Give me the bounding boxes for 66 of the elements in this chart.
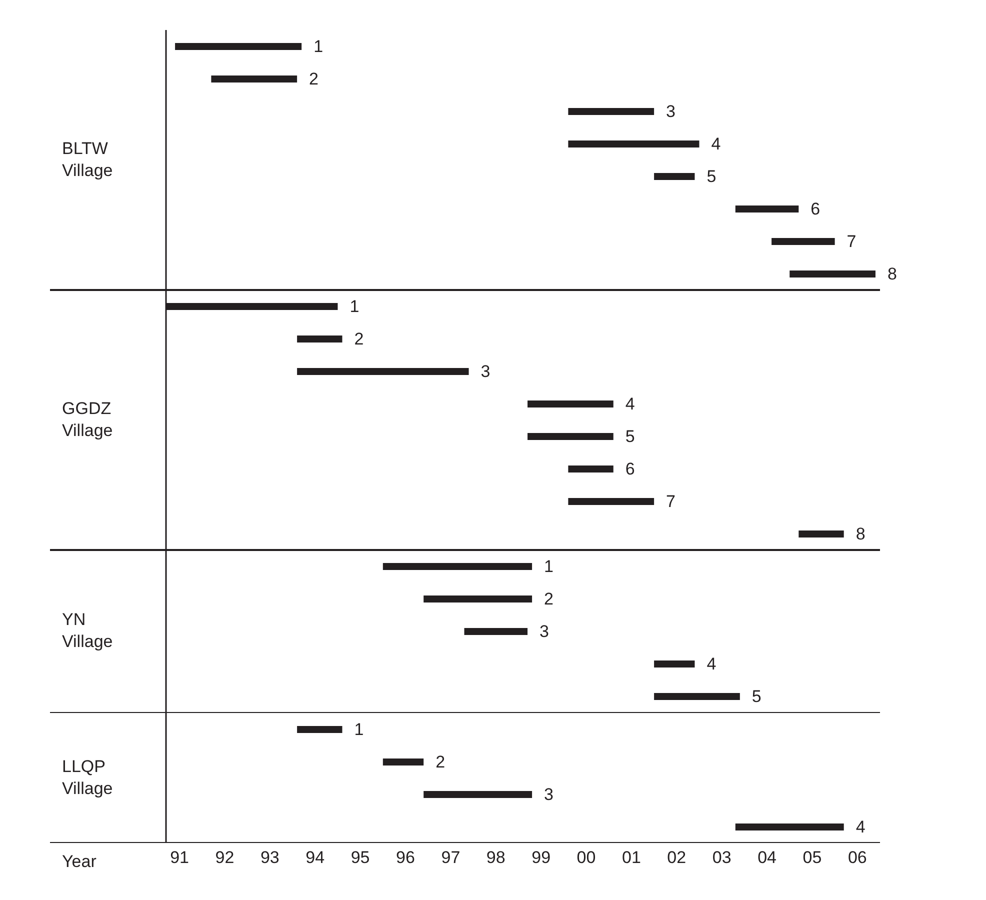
bar: [382, 758, 424, 765]
x-tick-label: 04: [758, 848, 776, 867]
category-label: 3: [540, 622, 549, 641]
x-tick-label: 93: [260, 848, 280, 867]
bar: [735, 206, 799, 212]
bar: [175, 43, 302, 50]
x-tick-label: 06: [848, 848, 867, 867]
bar: [464, 628, 528, 635]
bar: [568, 466, 614, 472]
category-label: 5: [625, 427, 635, 446]
x-tick-label: 95: [350, 848, 370, 867]
x-tick-label: 98: [486, 848, 506, 867]
x-tick-label: 02: [667, 848, 686, 867]
x-tick-label: 99: [532, 848, 551, 867]
category-label: 3: [666, 102, 676, 121]
bar: [772, 238, 835, 245]
category-label: 3: [480, 362, 490, 381]
category-label: 8: [887, 264, 897, 284]
bar: [654, 660, 695, 668]
category-label: 8: [856, 524, 866, 544]
y-axis-title: LLQP Village: [62, 756, 114, 800]
x-tick-label: 00: [576, 848, 596, 867]
bar: [424, 790, 532, 798]
category-label: 5: [706, 167, 716, 186]
bar: [654, 173, 695, 180]
category-label: 7: [846, 232, 856, 251]
x-tick-label: 92: [215, 848, 234, 867]
category-label: 5: [752, 687, 762, 706]
bar: [568, 108, 654, 115]
category-label: 2: [354, 330, 364, 348]
category-label: 4: [711, 134, 721, 154]
category-label: 1: [544, 557, 554, 576]
bar: [528, 400, 614, 408]
bar: [297, 336, 342, 342]
category-label: 4: [625, 394, 635, 414]
bar: [790, 270, 876, 278]
x-tick-label: 96: [396, 848, 415, 867]
category-label: 6: [810, 200, 820, 218]
category-label: 7: [666, 492, 676, 511]
x-tick-label: 05: [802, 848, 822, 867]
y-axis-title: GGDZ Village: [62, 398, 114, 442]
bar: [528, 433, 614, 440]
category-label: 2: [544, 590, 554, 608]
category-label: 2: [309, 70, 319, 88]
category-label: 1: [314, 37, 324, 56]
y-axis-title: BLTW Village: [62, 138, 114, 182]
bar: [297, 726, 342, 732]
bar: [211, 76, 298, 82]
bar: [568, 140, 700, 148]
bar: [735, 823, 844, 830]
category-label: 4: [706, 654, 716, 674]
x-tick-label: 97: [441, 848, 460, 867]
x-tick-label: 94: [306, 848, 325, 867]
x-tick-label: 91: [170, 848, 190, 867]
category-label: 6: [625, 460, 635, 478]
x-axis-title: Year: [62, 852, 96, 872]
category-label: 1: [350, 297, 360, 316]
x-tick-label: 01: [622, 848, 641, 867]
bar: [424, 596, 532, 602]
bar: [568, 498, 654, 505]
x-tick-label: 03: [712, 848, 732, 867]
bar: [798, 530, 844, 538]
bar: [654, 693, 740, 700]
bar: [297, 368, 469, 375]
bar: [382, 563, 532, 570]
y-axis-title: YN Village: [62, 609, 114, 654]
